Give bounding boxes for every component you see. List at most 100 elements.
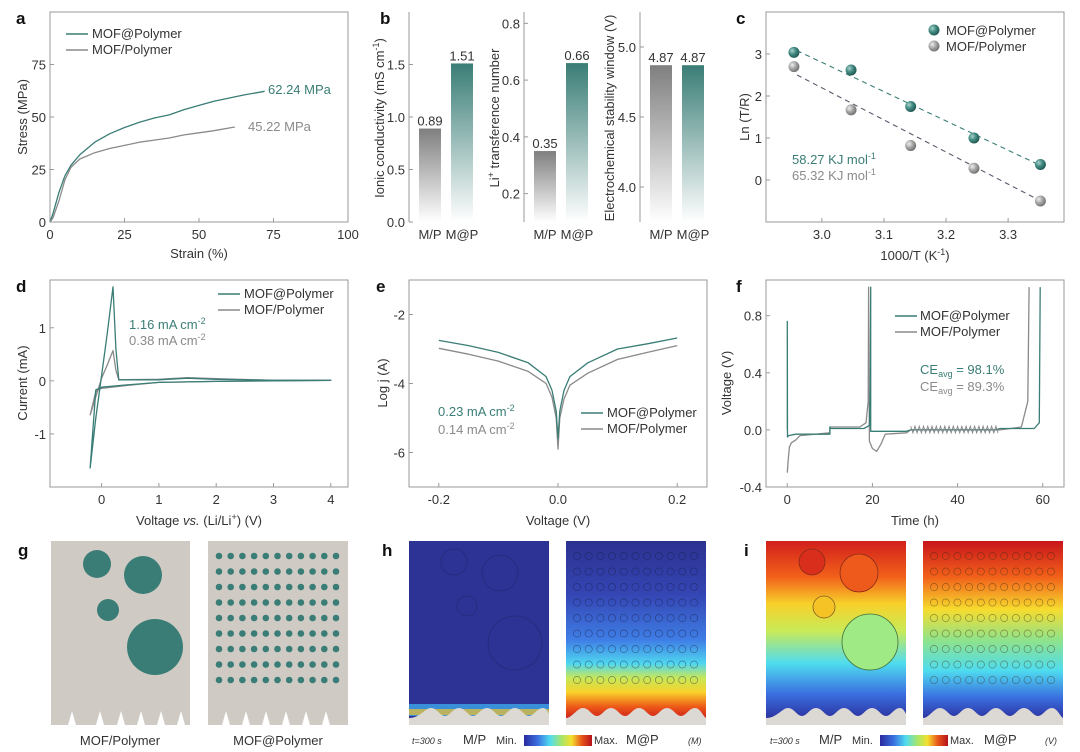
mof-nanoparticle [332,645,340,653]
particle-outline [1000,645,1009,653]
particle-outline [930,629,938,638]
x-tick-label: 100 [337,227,359,242]
mof-nanoparticle [332,568,340,575]
mof-nanoparticle [262,630,270,637]
particle-outline [930,676,938,684]
particle-outline [608,583,616,591]
panel-c: c 3.0 3.1 3.2 3.3 0 1 2 3 MOF@Polymer MOF/Polym… [736,9,1065,263]
data-point-teal [905,101,917,112]
data-point-teal [1034,158,1046,170]
particle-outline [631,645,640,653]
label-i-map: M@P [984,732,1017,747]
mof-nanoparticle [274,552,281,560]
particle-outline [976,567,985,576]
particle-outline [643,552,652,560]
legend-label-f-mofat: MOF@Polymer [920,308,1010,323]
potential-map-map [923,541,1063,721]
particle-outline [1023,629,1032,638]
mof-nanoparticle [285,583,293,591]
mof-nanoparticle [215,676,223,684]
particle-outline [1047,598,1055,607]
mof-nanoparticle [285,661,293,668]
series-line-teal [438,337,678,440]
particle-outline [976,629,985,638]
panel-h: h t=300 s M/P Min. Max. M@P (M) [382,541,706,747]
particle-outline [584,629,593,638]
particle-outline [965,676,973,684]
colorbar-max-h: Max. [594,735,618,747]
particle-outline [690,660,698,669]
mof-nanoparticle [332,552,340,560]
particle-outline [678,660,687,669]
x-tick-label: 0.2 [668,492,686,507]
x-tick-label: 0 [784,492,791,507]
particle-outline [930,567,938,576]
data-point-gray [845,104,857,116]
series-line-mof-at-polymer [49,90,265,223]
particle-outline [976,598,985,607]
mof-nanoparticle [239,614,246,622]
particle-outline [976,660,985,669]
particle-outline [953,645,962,653]
y-tick-label: -4 [393,377,405,392]
particle-region [798,548,826,576]
data-point-teal [845,64,857,76]
mof-nanoparticle [239,583,246,591]
particle-outline [608,645,616,653]
particle-outline [481,554,519,592]
particle-outline [619,583,628,591]
particle-outline [930,598,938,607]
particle-outline [619,676,628,684]
particle-outline [941,629,950,638]
y-tick-label: -2 [393,308,405,323]
particle-outline [584,614,593,622]
particle-outline [608,676,616,684]
mof-nanoparticle [262,599,270,606]
y-axis-label-d: Current (mA) [15,345,30,420]
bar-mp [682,65,704,222]
concentration-edge-hot [409,709,549,715]
particle-outline [573,629,581,638]
particle-outline [584,660,593,669]
mof-particle [83,550,111,578]
mof-nanoparticle [309,552,316,560]
particle-outline [643,583,652,591]
mof-nanoparticle [262,568,270,575]
plot-frame-f [765,279,1065,488]
particle-outline [1000,583,1009,591]
y-tick-label: 0.4 [502,130,520,145]
legend-marker-gray [928,40,940,52]
particle-outline [1047,629,1055,638]
particle-outline [666,629,675,638]
particle-outline [584,583,593,591]
mof-nanoparticle [239,676,246,684]
particle-outline [1047,552,1055,560]
particle-outline [1023,645,1032,653]
mof-nanoparticle [215,630,223,637]
y-tick-label: 3 [755,47,762,62]
particle-outline [988,552,997,560]
mof-nanoparticle [285,676,293,684]
particle-outline [596,676,605,684]
legend-label-c-mofslash: MOF/Polymer [946,39,1027,54]
mof-nanoparticle [332,599,340,606]
series-oscillation-gray [910,424,999,435]
particle-outline [953,567,962,576]
mof-nanoparticle [215,661,223,668]
particle-outline [573,598,581,607]
particle-outline [1023,567,1032,576]
annotation-f-gray: CEavg = 89.3% [920,379,1005,396]
mof-nanoparticle [262,676,270,684]
particle-outline [1023,583,1032,591]
particle-outline [631,583,640,591]
particle-outline [988,567,997,576]
particle-outline [573,583,581,591]
particle-outline [690,583,698,591]
y-tick-label: 2 [755,89,762,104]
x-tick-label: 3.2 [937,227,955,242]
fit-line-gray [796,74,1040,201]
particle-outline [1035,614,1044,622]
particle-outline [1047,676,1055,684]
particle-outline [988,629,997,638]
